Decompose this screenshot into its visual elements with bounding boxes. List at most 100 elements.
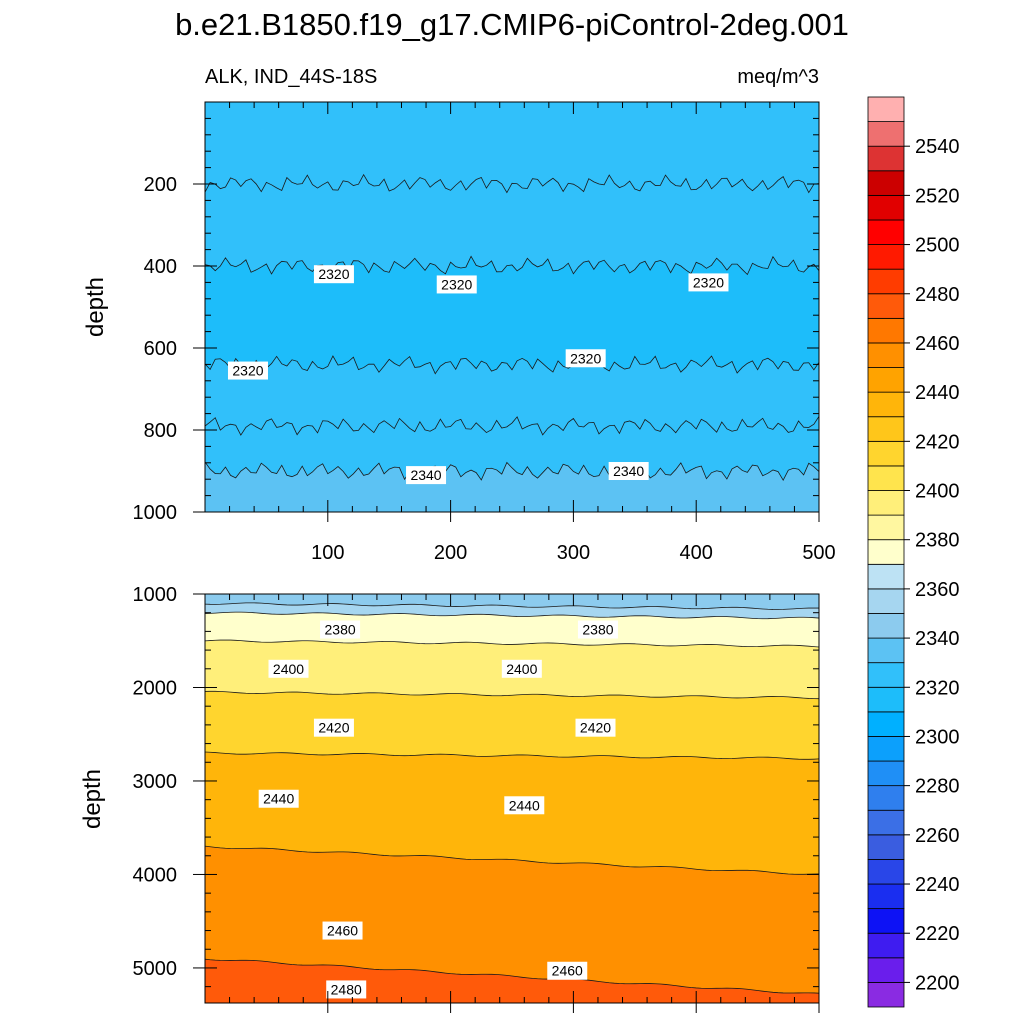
colorbar-segment — [867, 662, 905, 688]
x-tick-label: 100 — [311, 542, 344, 564]
contour-label: 2400 — [501, 659, 542, 678]
contour-band — [205, 594, 819, 610]
colorbar-label: 2280 — [915, 776, 960, 798]
x-tick-label: 400 — [680, 542, 713, 564]
colorbar-label: 2420 — [915, 431, 960, 453]
colorbar-segment — [867, 514, 905, 541]
colorbar-segment — [867, 539, 905, 565]
contour-label-text: 2320 — [693, 274, 724, 290]
contour-label-text: 2440 — [263, 791, 294, 807]
colorbar-segment — [867, 367, 905, 393]
colorbar-label: 2200 — [915, 972, 960, 994]
contour-band — [205, 416, 819, 481]
contour-label-text: 2320 — [570, 350, 601, 366]
contour-label-text: 2320 — [318, 266, 349, 282]
contour-label: 2400 — [268, 659, 309, 678]
contour-label: 2320 — [688, 273, 729, 292]
y-tick-label: 5000 — [133, 958, 178, 980]
colorbar-segment — [867, 588, 905, 614]
upper-depth-panel: 2320 2320 2320 2320 2320 2340 2340 200 400 600 80… — [82, 101, 836, 564]
contour-line — [205, 611, 819, 620]
contour-line — [205, 845, 819, 875]
colorbar-segment — [867, 293, 905, 319]
variable-label: ALK, IND_44S-18S — [205, 66, 377, 88]
contour-line — [205, 690, 819, 700]
contour-line — [205, 602, 819, 610]
colorbar-segment — [867, 809, 905, 836]
contour-label: 2460 — [547, 961, 588, 980]
colorbar-segment — [867, 908, 905, 934]
upper-plot-frame — [204, 101, 820, 513]
colorbar-label: 2260 — [915, 825, 960, 847]
contour-label-text: 2400 — [273, 661, 304, 677]
upper-contour-lines — [205, 173, 819, 481]
contour-label-box — [504, 796, 545, 815]
contour-label-text: 2380 — [582, 622, 613, 638]
contour-band — [205, 691, 819, 760]
contour-label: 2420 — [313, 718, 354, 737]
units-label: meq/m^3 — [737, 66, 819, 88]
contour-label: 2380 — [320, 620, 361, 639]
colorbar-label: 2220 — [915, 923, 960, 945]
contour-label-text: 2420 — [318, 720, 349, 736]
colorbar-segment — [867, 145, 905, 172]
contour-label-box — [501, 659, 542, 678]
chart-title: b.e21.B1850.f19_g17.CMIP6-piControl-2deg… — [175, 7, 849, 42]
y-tick-label: 600 — [144, 338, 177, 360]
contour-label-box — [322, 921, 363, 940]
contour-line — [205, 958, 819, 994]
y-tick-label: 4000 — [133, 864, 178, 886]
contour-label: 2320 — [436, 275, 477, 294]
contour-label: 2340 — [406, 466, 447, 485]
colorbar-segment — [867, 686, 905, 713]
contour-label-box — [326, 980, 367, 999]
x-tick-label: 200 — [434, 542, 467, 564]
y-tick-label: 3000 — [133, 771, 178, 793]
colorbar-segment — [867, 490, 905, 516]
lower-contour-labels: 2380 2380 2400 2400 2420 2420 2440 2440 2460 2460… — [258, 620, 618, 999]
contour-label-text: 2480 — [331, 981, 362, 997]
colorbar-segment — [867, 391, 905, 418]
colorbar-label: 2240 — [915, 874, 960, 896]
colorbar-segment — [867, 440, 905, 467]
contour-label: 2480 — [326, 980, 367, 999]
contour-label-text: 2340 — [613, 463, 644, 479]
contour-label-box — [313, 265, 354, 284]
y-tick-label: 2000 — [133, 677, 178, 699]
contour-label: 2320 — [227, 361, 268, 380]
colorbar-segment — [867, 982, 905, 1008]
colorbar-segment — [867, 834, 905, 860]
colorbar-segment — [867, 883, 905, 910]
lower-plot-frame — [204, 593, 820, 1004]
lower-y-axis-label: depth — [79, 769, 106, 829]
contour-line — [205, 173, 819, 194]
contour-label-text: 2440 — [509, 797, 540, 813]
colorbar-segment — [867, 342, 905, 368]
contour-label-box — [227, 361, 268, 380]
contour-label-text: 2460 — [552, 963, 583, 979]
upper-contour-labels: 2320 2320 2320 2320 2320 2340 2340 — [227, 265, 729, 485]
colorbar-segment — [867, 957, 905, 983]
contour-label-box — [313, 718, 354, 737]
contour-label-box — [565, 349, 606, 368]
contour-label: 2440 — [504, 796, 545, 815]
contour-label: 2320 — [565, 349, 606, 368]
contour-label-box — [575, 718, 616, 737]
contour-label-text: 2320 — [441, 276, 472, 292]
y-tick-label: 1000 — [133, 502, 178, 524]
contour-band — [205, 102, 819, 193]
contour-label-box — [688, 273, 729, 292]
contour-label-box — [258, 789, 299, 808]
contour-band — [205, 846, 819, 994]
contour-label-text: 2460 — [327, 923, 358, 939]
colorbar-segment — [867, 219, 905, 245]
colorbar-label: 2340 — [915, 628, 960, 650]
contour-label: 2340 — [608, 462, 649, 480]
y-tick-label: 1000 — [133, 584, 178, 606]
x-tick-label: 300 — [557, 542, 590, 564]
contour-line — [205, 355, 819, 375]
colorbar-label: 2320 — [915, 677, 960, 699]
colorbar-segment — [867, 416, 905, 442]
lower-depth-panel: 2380 2380 2400 2400 2420 2420 2440 2440 2460 2460… — [79, 584, 820, 1013]
colorbar-segment — [867, 121, 905, 147]
